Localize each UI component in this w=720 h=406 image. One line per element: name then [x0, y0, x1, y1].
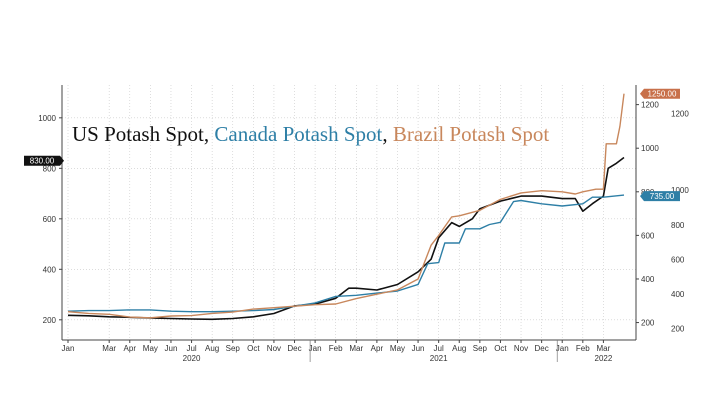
x-tick-label: Apr: [124, 344, 137, 353]
x-tick-label: Aug: [452, 344, 466, 353]
right-tick-label: 200: [641, 319, 655, 328]
right-tick-label-secondary: 800: [671, 221, 685, 230]
left-tick-label: 400: [43, 265, 57, 274]
x-tick-label: Jun: [412, 344, 425, 353]
x-tick-label: Jul: [434, 344, 444, 353]
x-tick-label: Dec: [535, 344, 549, 353]
x-tick-label: Jul: [186, 344, 196, 353]
x-tick-label: Feb: [329, 344, 343, 353]
right-axis-ticks: 2004006008001000120020040060080010001200: [636, 101, 689, 334]
last-value-badge: [24, 155, 64, 166]
left-axis-ticks: 200 400 600 800 1000: [38, 114, 62, 325]
last-value-badge-label: 830.00: [30, 157, 55, 166]
series-line-canada-potash-spot: [67, 194, 625, 313]
x-tick-label: Jan: [62, 344, 75, 353]
right-tick-label-secondary: 600: [671, 255, 685, 264]
x-tick-label: Sep: [226, 344, 241, 353]
right-tick-label-secondary: 400: [671, 290, 685, 299]
x-tick-label: Nov: [267, 344, 281, 353]
title-segment: Canada Potash Spot: [214, 122, 382, 146]
right-tick-label: 400: [641, 275, 655, 284]
left-tick-label: 1000: [38, 114, 56, 123]
title-segment: US Potash Spot: [72, 122, 204, 146]
left-tick-label: 200: [43, 316, 57, 325]
x-tick-label: Feb: [576, 344, 590, 353]
year-label: 2021: [430, 354, 448, 363]
x-tick-label: Nov: [514, 344, 528, 353]
right-tick-label-secondary: 1200: [671, 110, 689, 119]
last-value-badge: [640, 191, 680, 202]
axes: [61, 85, 637, 341]
series-line-brazil-potash-spot: [67, 93, 625, 319]
x-tick-label: Oct: [494, 344, 507, 353]
chart-title: US Potash Spot, Canada Potash Spot, Braz…: [72, 122, 549, 146]
x-tick-label: Oct: [247, 344, 260, 353]
x-tick-label: May: [390, 344, 405, 353]
right-tick-label: 1000: [641, 144, 659, 153]
x-tick-label: Sep: [473, 344, 488, 353]
year-label: 2022: [595, 354, 613, 363]
series-lines: [67, 93, 625, 321]
left-tick-label: 600: [43, 215, 57, 224]
x-tick-label: Jan: [309, 344, 322, 353]
series-line-us-potash-spot: [67, 156, 625, 321]
left-tick-label: 800: [43, 164, 57, 173]
x-tick-label: Jun: [165, 344, 178, 353]
gridlines: [62, 85, 636, 340]
right-tick-label: 1200: [641, 101, 659, 110]
last-value-badges: 830.00 1250.00 735.00: [24, 88, 680, 202]
last-value-badge-label: 1250.00: [648, 90, 677, 99]
last-value-badge: [640, 88, 680, 99]
x-tick-label: Dec: [287, 344, 301, 353]
title-segment: Brazil Potash Spot: [393, 122, 549, 146]
x-tick-label: Mar: [597, 344, 611, 353]
x-tick-label: Jan: [556, 344, 569, 353]
x-tick-label: Apr: [371, 344, 384, 353]
x-axis-ticks: Jan Mar Apr May Jun Jul Aug Sep Oct Nov Dec Jan Feb M…: [62, 340, 613, 363]
title-segment: ,: [204, 122, 215, 146]
x-tick-label: Aug: [205, 344, 219, 353]
right-tick-label-secondary: 1000: [671, 186, 689, 195]
x-tick-label: Mar: [349, 344, 363, 353]
year-label: 2020: [183, 354, 201, 363]
x-tick-label: Mar: [102, 344, 116, 353]
last-value-badge-label: 735.00: [650, 192, 675, 201]
right-tick-label-secondary: 200: [671, 325, 685, 334]
title-segment: ,: [382, 122, 393, 146]
x-tick-label: May: [143, 344, 158, 353]
right-tick-label: 600: [641, 231, 655, 240]
